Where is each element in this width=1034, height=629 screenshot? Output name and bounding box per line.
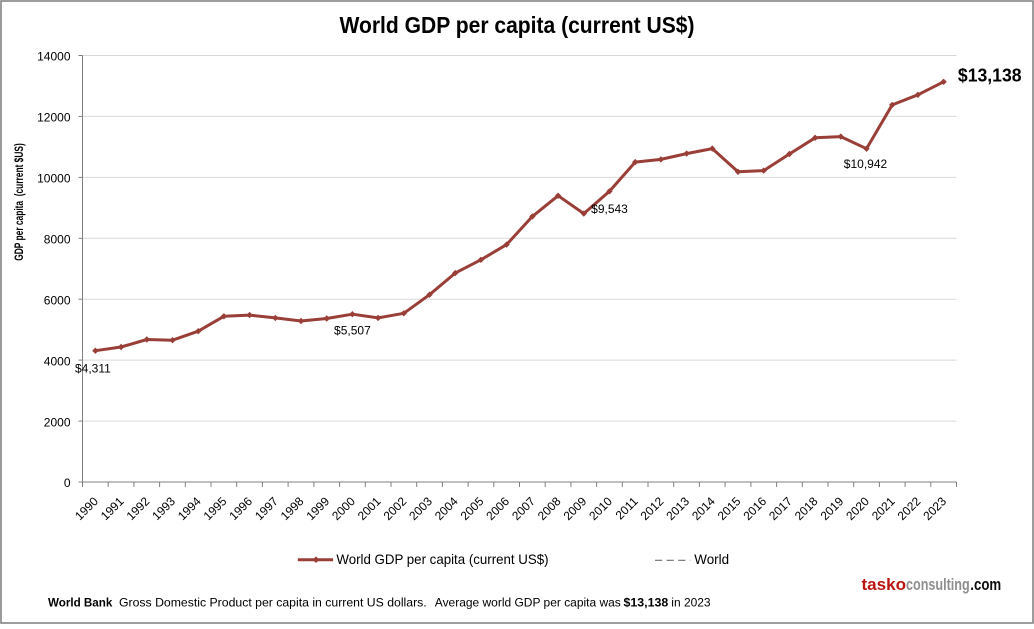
svg-text:12000: 12000 [37,111,71,125]
svg-text:$9,543: $9,543 [591,202,628,216]
svg-text:14000: 14000 [37,50,71,64]
svg-text:$5,507: $5,507 [334,324,371,338]
svg-text:World: World [694,551,729,567]
svg-text:$10,942: $10,942 [844,157,888,171]
svg-text:10000: 10000 [37,172,71,186]
svg-text:$4,311: $4,311 [75,361,111,375]
svg-text:consulting: consulting [906,575,970,594]
svg-text:6000: 6000 [44,293,71,307]
svg-text:.com: .com [970,575,1001,594]
svg-text:4000: 4000 [44,354,71,368]
svg-text:GDP per capita (current $US): GDP per capita (current $US) [12,143,26,261]
svg-text:0: 0 [64,476,71,490]
svg-text:2000: 2000 [44,415,71,429]
svg-text:World GDP per capita (current: World GDP per capita (current US$) [336,551,548,567]
svg-text:tasko: tasko [862,575,907,594]
svg-text:8000: 8000 [44,233,71,247]
svg-text:$13,138: $13,138 [958,66,1022,86]
svg-text:World GDP per capita (current: World GDP per capita (current US$) [340,12,695,38]
